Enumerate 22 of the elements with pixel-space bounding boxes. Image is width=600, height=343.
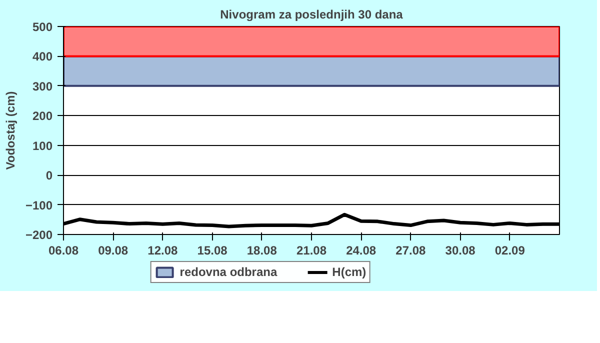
x-tick-label: 09.08 [98,244,128,258]
y-tick-label: 0 [46,168,53,183]
y-tick-label: −100 [25,198,53,212]
x-tick-label: 15.08 [197,244,228,258]
x-tick-label: 12.08 [148,244,178,258]
legend-label: redovna odbrana [180,265,278,279]
y-tick-label: 300 [32,79,53,94]
x-tick-label: 24.08 [346,244,376,258]
y-axis-title: Vodostaj (cm) [3,91,18,170]
x-tick-label: 18.08 [246,244,278,258]
chart-title: Nivogram za poslednjih 30 dana [220,8,404,22]
y-tick-label: 200 [32,109,53,124]
x-tick-label: 30.08 [445,244,476,258]
x-tick-label: 27.08 [396,244,426,258]
y-tick-label: 100 [32,138,53,153]
y-tick-label: 500 [32,20,53,34]
x-tick-label: 02.09 [494,244,526,258]
legend-label: H(cm) [332,265,366,279]
y-tick-label: −200 [25,228,53,242]
x-tick-label: 06.08 [48,244,79,258]
y-tick-label: 400 [32,50,53,64]
x-tick-label: 21.08 [296,244,327,258]
